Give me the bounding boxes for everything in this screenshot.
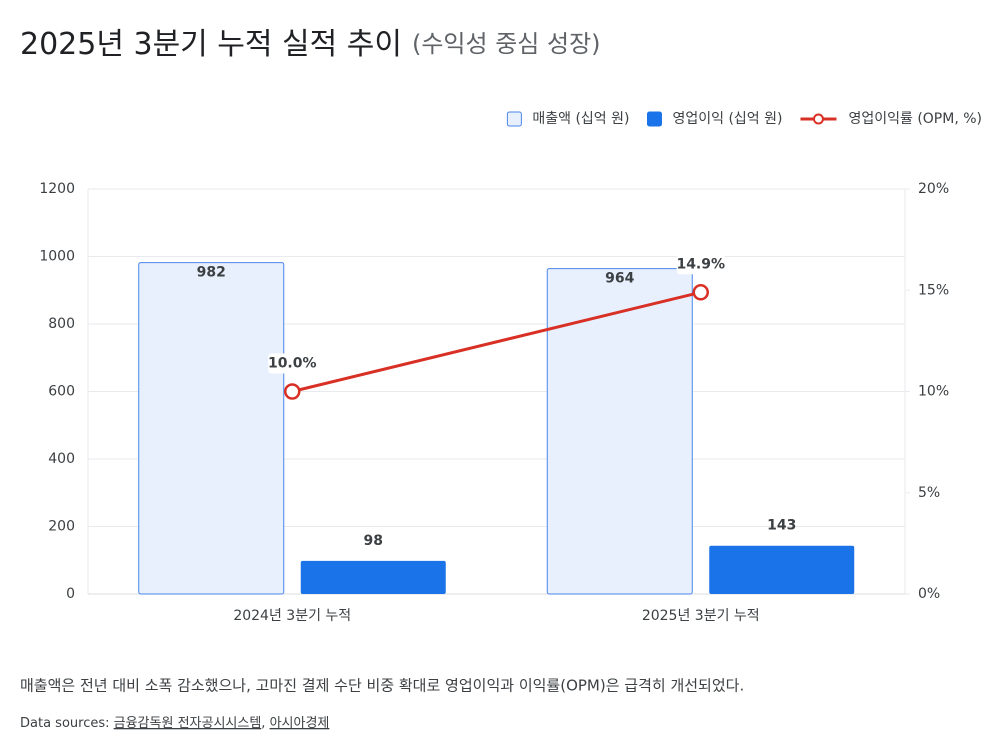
x-tick-label: 2024년 3분기 누적 <box>233 608 351 624</box>
y-tick-label: 0 <box>66 586 75 602</box>
y2-tick-label: 0% <box>918 586 940 602</box>
source-link[interactable]: 금융감독원 전자공시시스템 <box>114 716 262 731</box>
y-tick-label: 600 <box>48 384 75 400</box>
legend-swatch <box>506 111 522 127</box>
bar-value-label: 143 <box>767 518 796 534</box>
y2-tick-label: 10% <box>918 384 949 400</box>
y-tick-label: 1200 <box>39 181 75 197</box>
chart-subtitle: (수익성 중심 성장) <box>412 30 601 58</box>
chart-title: 2025년 3분기 누적 실적 추이 <box>20 27 402 62</box>
source-link-text: 금융감독원 전자공시시스템 <box>114 716 262 731</box>
bar <box>709 545 855 594</box>
legend-swatch <box>812 113 824 125</box>
label-background <box>268 353 317 374</box>
y-tick-label: 1000 <box>39 249 75 265</box>
legend-label: 매출액 (십억 원) <box>532 111 629 127</box>
x-tick-label: 2025년 3분기 누적 <box>642 608 760 624</box>
y2-tick-label: 15% <box>918 282 949 298</box>
source-link-text: 아시아경제 <box>270 716 330 731</box>
bar <box>300 560 446 594</box>
line-value-label: 14.9% <box>676 256 725 272</box>
bar-value-label: 982 <box>197 265 226 281</box>
legend-label: 영업이익률 (OPM, %) <box>848 111 982 127</box>
sources-label: Data sources: <box>20 716 110 731</box>
legend-swatch <box>646 111 662 127</box>
bar <box>138 262 285 595</box>
bar-value-label: 964 <box>605 271 634 287</box>
label-background <box>676 254 725 275</box>
line-value-label: 10.0% <box>268 356 317 372</box>
line <box>291 290 702 393</box>
chart-note: 매출액은 전년 대비 소폭 감소했으나, 고마진 결제 수단 비중 확대로 영업… <box>20 677 744 695</box>
y-tick-label: 400 <box>48 451 75 467</box>
bar-value-label: 98 <box>364 533 383 549</box>
line-marker <box>692 284 709 301</box>
bar <box>546 268 693 595</box>
y-tick-label: 200 <box>48 519 75 535</box>
source-link[interactable]: 아시아경제 <box>270 716 330 731</box>
legend-label: 영업이익 (십억 원) <box>672 111 782 127</box>
y2-tick-label: 5% <box>918 485 940 501</box>
y-tick-label: 800 <box>48 316 75 332</box>
y2-tick-label: 20% <box>918 181 949 197</box>
line-marker <box>284 383 301 400</box>
sources-line: Data sources: 금융감독원 전자공시시스템, 아시아경제 <box>20 716 329 731</box>
sources-separator: , <box>261 716 269 731</box>
chart-heading: 2025년 3분기 누적 실적 추이 (수익성 중심 성장) <box>20 27 601 62</box>
